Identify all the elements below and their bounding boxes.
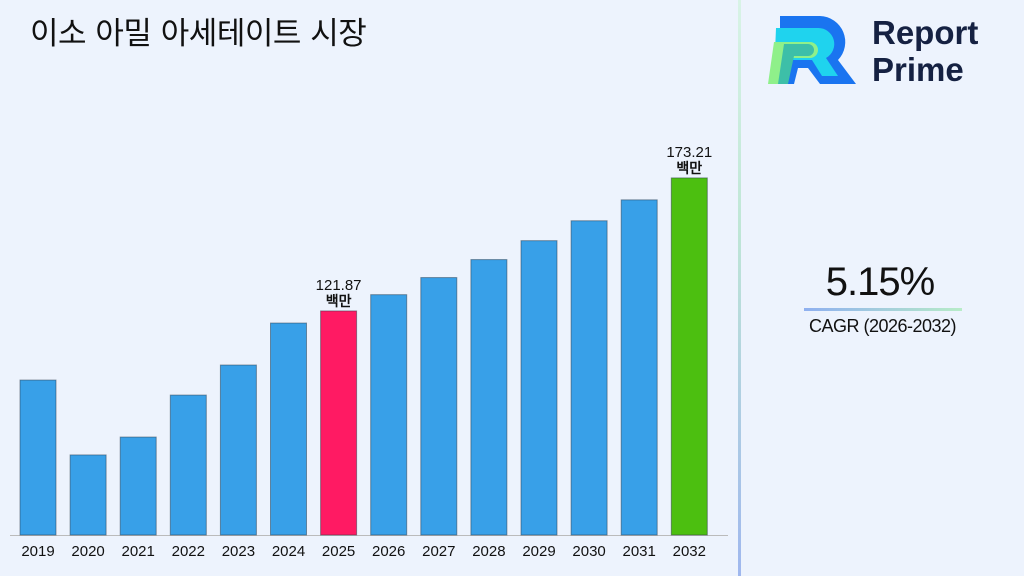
cagr-underline xyxy=(804,308,962,311)
x-tick-label: 2027 xyxy=(422,543,455,560)
bar-2025 xyxy=(320,310,358,536)
x-tick-label: 2031 xyxy=(623,543,656,560)
bar-2027 xyxy=(420,277,458,536)
bar-2029 xyxy=(520,240,558,536)
bar-chart: 2019 2020 2021 2022 2023 2024 2025121.87백만2026… xyxy=(10,144,728,560)
bar-2019 xyxy=(19,379,57,536)
bar-2026 xyxy=(370,294,408,536)
x-tick-label: 2025 xyxy=(322,543,355,560)
data-label-unit: 백만 xyxy=(676,161,702,177)
x-tick-label: 2030 xyxy=(572,543,605,560)
cagr-value: 5.15% xyxy=(825,260,935,304)
bar-2031 xyxy=(620,199,658,536)
data-label-unit: 백만 xyxy=(326,294,352,310)
x-tick-label: 2023 xyxy=(222,543,255,560)
bar-2020 xyxy=(69,454,107,536)
report-prime-logo-icon xyxy=(768,16,856,84)
brand-line1: Report xyxy=(872,14,979,51)
data-label-value: 173.21 xyxy=(666,144,712,161)
chart-title: 이소 아밀 아세테이트 시장 xyxy=(30,16,367,52)
divider xyxy=(738,0,741,576)
x-tick-label: 2021 xyxy=(122,543,155,560)
bar-2021 xyxy=(119,436,157,536)
bar-2030 xyxy=(570,220,608,536)
x-tick-label: 2032 xyxy=(673,543,706,560)
bar-2023 xyxy=(219,364,257,536)
cagr-label: CAGR (2026-2032) xyxy=(808,316,957,336)
x-tick-label: 2026 xyxy=(372,543,405,560)
x-tick-label: 2019 xyxy=(21,543,54,560)
bar-2022 xyxy=(169,394,207,536)
brand-name: Report Prime xyxy=(872,14,978,88)
x-tick-label: 2020 xyxy=(71,543,104,560)
bar-2032 xyxy=(670,177,708,536)
x-tick-label: 2029 xyxy=(522,543,555,560)
x-tick-label: 2024 xyxy=(272,543,305,560)
bar-2028 xyxy=(470,259,508,536)
x-tick-label: 2028 xyxy=(472,543,505,560)
x-tick-label: 2022 xyxy=(172,543,205,560)
bar-2024 xyxy=(270,322,307,536)
data-label-value: 121.87 xyxy=(316,277,362,294)
brand-line2: Prime xyxy=(872,51,964,88)
